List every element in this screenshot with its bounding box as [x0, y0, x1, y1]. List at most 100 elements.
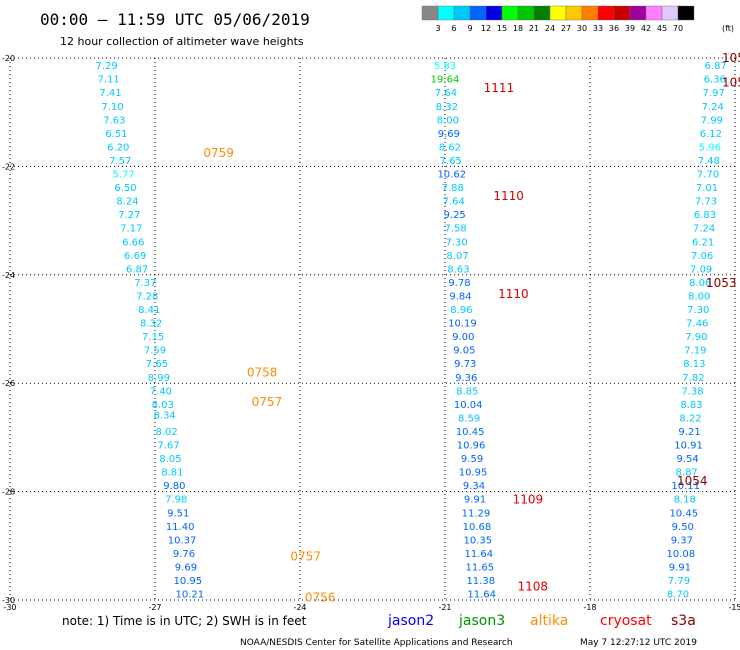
wave-height-value: 10.45 [456, 427, 485, 438]
wave-height-value: 8.81 [161, 468, 183, 479]
scale-label: 15 [497, 24, 507, 33]
wave-height-value: 7.38 [681, 386, 703, 397]
scale-swatch [645, 5, 663, 21]
pass-time-label: 0757 [290, 550, 321, 564]
pass-time-label: 1054 [677, 474, 708, 488]
pass-time-label: 1111 [484, 81, 515, 95]
scale-label: 21 [529, 24, 539, 33]
x-tick-label: -27 [148, 603, 161, 612]
scale-label: 33 [593, 24, 603, 33]
wave-height-value: 10.96 [457, 441, 486, 452]
pass-time-label: 0756 [305, 590, 336, 604]
scale-label: 3 [435, 24, 440, 33]
wave-height-value: 10.04 [454, 400, 483, 411]
scale-swatch [453, 5, 471, 21]
pass-time-label: 1110 [498, 287, 529, 301]
pass-time-label: 105 [722, 51, 740, 65]
wave-height-value: 11.38 [466, 576, 495, 587]
wave-height-value: 9.34 [463, 481, 485, 492]
wave-height-value: 8.70 [667, 590, 689, 601]
scale-swatch [485, 5, 503, 21]
wave-height-value: 9.84 [449, 291, 471, 302]
wave-height-value: 7.46 [686, 319, 708, 330]
wave-height-value: 8.07 [446, 251, 468, 262]
wave-height-value: 7.97 [703, 88, 725, 99]
wave-height-value: 7.73 [695, 197, 717, 208]
wave-height-value: 7.37 [134, 278, 156, 289]
wave-height-value: 8.59 [458, 413, 480, 424]
wave-height-value: 7.24 [693, 224, 715, 235]
wave-height-value: 7.99 [701, 115, 723, 126]
footer: note: 1) Time is in UTC; 2) SWH is in fe… [62, 613, 697, 648]
scale-swatch [581, 5, 599, 21]
pass-time-label: 0759 [203, 146, 234, 160]
wave-height-value: 10.35 [464, 535, 493, 546]
wave-height-value: 8.00 [688, 291, 710, 302]
wave-height-value: 8.32 [436, 102, 458, 113]
wave-height-value: 8.13 [683, 359, 705, 370]
wave-height-value: 7.65 [146, 359, 168, 370]
x-tick-label: -21 [438, 603, 451, 612]
wave-height-value: 8.87 [676, 468, 698, 479]
wave-height-value: 8.03 [152, 400, 174, 411]
wave-height-value: 8.83 [680, 400, 702, 411]
wave-height-value: 6.12 [700, 129, 722, 140]
wave-height-value: 8.32 [140, 319, 162, 330]
wave-height-value: 8.85 [456, 386, 478, 397]
pass-time-label: 1053 [706, 276, 737, 290]
wave-height-value: 8.63 [447, 264, 469, 275]
x-tick-label: -15 [728, 603, 740, 612]
y-tick-label: -24 [2, 271, 15, 280]
wave-height-value: 7.17 [120, 224, 142, 235]
wave-height-value: 9.37 [671, 535, 693, 546]
wave-height-value: 8.24 [116, 197, 138, 208]
wave-height-value: 10.95 [459, 468, 488, 479]
wave-height-value: 9.25 [444, 210, 466, 221]
wave-height-value: 8.18 [674, 495, 696, 506]
wave-height-value: 6.69 [124, 251, 146, 262]
wave-height-value: 7.82 [682, 373, 704, 384]
wave-height-value: 7.11 [97, 75, 119, 86]
wave-height-value: 7.41 [99, 88, 121, 99]
wave-height-value: 9.91 [669, 562, 691, 573]
wave-height-value: 6.21 [692, 237, 714, 248]
wave-height-value: 7.90 [685, 332, 707, 343]
wave-height-value: 9.76 [173, 549, 195, 560]
wave-height-value: 7.59 [144, 346, 166, 357]
scale-label: 18 [513, 24, 523, 33]
scale-swatch [661, 5, 679, 21]
wave-height-value: 8.34 [154, 411, 176, 422]
y-tick-label: -20 [2, 54, 15, 63]
wave-height-value: 5.96 [699, 142, 721, 153]
wave-height-value: 7.01 [696, 183, 718, 194]
scale-unit: (ft) [722, 24, 734, 33]
wave-height-value: 11.64 [467, 590, 496, 601]
wave-height-value: 8.22 [679, 413, 701, 424]
scale-label: 39 [625, 24, 635, 33]
wave-height-value: 7.48 [698, 156, 720, 167]
wave-height-value: 9.59 [461, 454, 483, 465]
scale-label: 27 [561, 24, 571, 33]
wave-height-value: 11.65 [465, 562, 494, 573]
pass-time-label: 105 [722, 75, 740, 89]
scale-label: 24 [545, 24, 555, 33]
legend-jason3: jason3 [458, 613, 505, 629]
wave-height-value: 7.98 [165, 495, 187, 506]
scale-swatch [437, 5, 455, 21]
pass-time-label: 1108 [518, 579, 549, 593]
wave-height-value: 9.51 [167, 508, 189, 519]
wave-height-value: 7.63 [103, 115, 125, 126]
scale-swatch [469, 5, 487, 21]
scale-label: 36 [609, 24, 619, 33]
wave-height-value: 7.58 [445, 224, 467, 235]
wave-height-value: 8.62 [439, 142, 461, 153]
x-tick-label: -18 [583, 603, 596, 612]
wave-height-value: 9.00 [452, 332, 474, 343]
wave-height-value: 7.10 [101, 102, 123, 113]
wave-height-value: 6.87 [705, 61, 727, 72]
wave-height-value: 9.21 [678, 427, 700, 438]
wave-height-value: 8.02 [155, 427, 177, 438]
scale-swatch [549, 5, 567, 21]
scale-label: 6 [451, 24, 456, 33]
scale-swatch [533, 5, 551, 21]
